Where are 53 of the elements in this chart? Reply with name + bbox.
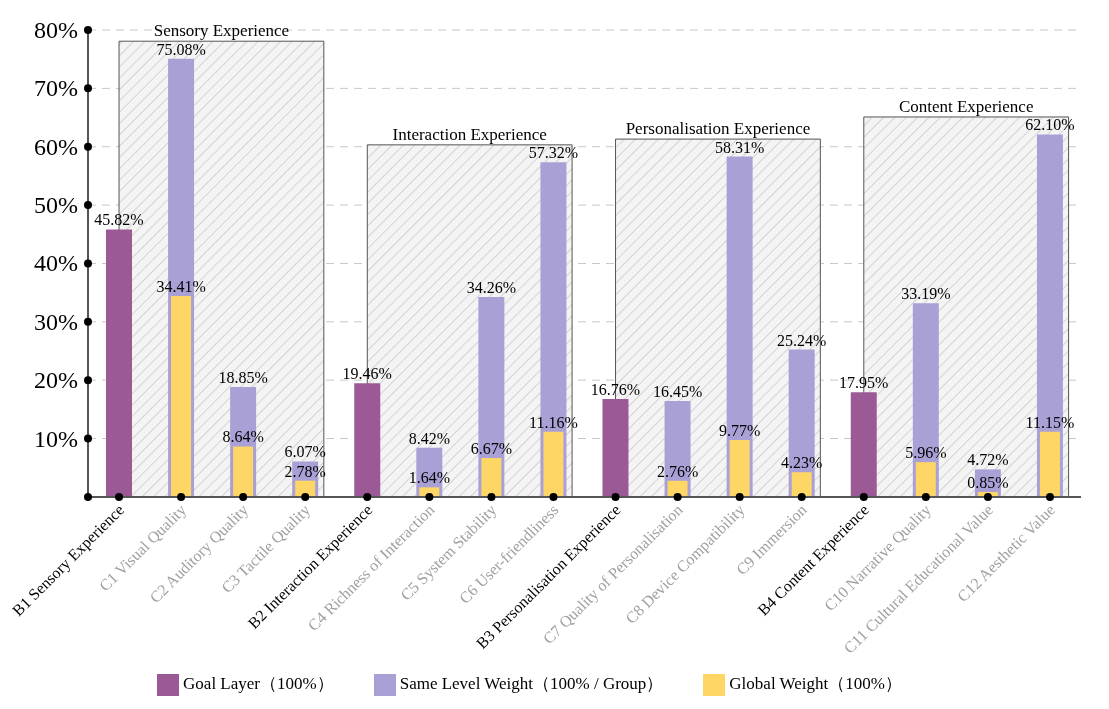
bar	[481, 457, 502, 497]
band-label: Content Experience	[898, 96, 1034, 116]
data-label: 8.64%	[222, 428, 264, 446]
y-tick-label: 10%	[34, 425, 78, 452]
legend-label: Same Level Weight（100% / Group）	[399, 673, 664, 693]
bar	[602, 399, 629, 497]
data-label: 6.07%	[284, 443, 326, 461]
data-label: 34.26%	[466, 278, 517, 296]
bar	[915, 462, 936, 497]
data-label: 11.15%	[1025, 413, 1075, 431]
data-label: 58.31%	[714, 138, 765, 156]
band-label: Interaction Experience	[392, 124, 547, 144]
bar	[1039, 431, 1060, 497]
y-tick-label: 40%	[34, 250, 78, 277]
data-label: 2.76%	[656, 462, 699, 480]
y-tick-label: 80%	[34, 17, 78, 43]
data-label: 17.95%	[839, 374, 889, 392]
band-label: Personalisation Experience	[625, 119, 811, 139]
data-label: 25.24%	[777, 331, 827, 349]
data-label: 6.67%	[470, 439, 513, 457]
legend-label: Global Weight（100%）	[729, 673, 902, 693]
bar	[543, 431, 564, 497]
data-label: 4.72%	[967, 451, 1009, 469]
data-label: 34.41%	[156, 278, 206, 296]
bar	[354, 383, 381, 497]
data-label: 9.77%	[718, 421, 761, 439]
data-label: 1.64%	[408, 469, 450, 487]
bar	[233, 446, 254, 497]
data-label: 75.08%	[156, 40, 206, 58]
data-label: 16.45%	[652, 382, 703, 400]
data-label: 19.46%	[342, 365, 392, 383]
y-tick-label: 50%	[34, 192, 78, 219]
data-label: 0.85%	[967, 473, 1009, 491]
data-label: 45.82%	[94, 211, 144, 229]
data-label: 8.42%	[408, 429, 450, 447]
data-label: 2.78%	[284, 462, 326, 480]
bar	[171, 296, 192, 497]
data-label: 33.19%	[901, 285, 951, 303]
y-tick-label: 60%	[34, 133, 78, 160]
y-tick-label: 30%	[34, 308, 78, 335]
legend-label: Goal Layer（100%）	[183, 673, 334, 693]
y-tick-label: 20%	[34, 367, 78, 394]
data-label: 11.16%	[529, 413, 578, 431]
data-label: 18.85%	[218, 368, 268, 386]
bar	[729, 439, 750, 497]
data-label: 5.96%	[905, 444, 947, 462]
bar	[791, 472, 812, 497]
data-label: 57.32%	[528, 144, 579, 162]
data-label: 4.23%	[781, 454, 823, 472]
y-tick-label: 70%	[34, 75, 78, 102]
bar	[106, 229, 132, 497]
bar	[850, 392, 877, 497]
band-label: Sensory Experience	[153, 21, 290, 41]
